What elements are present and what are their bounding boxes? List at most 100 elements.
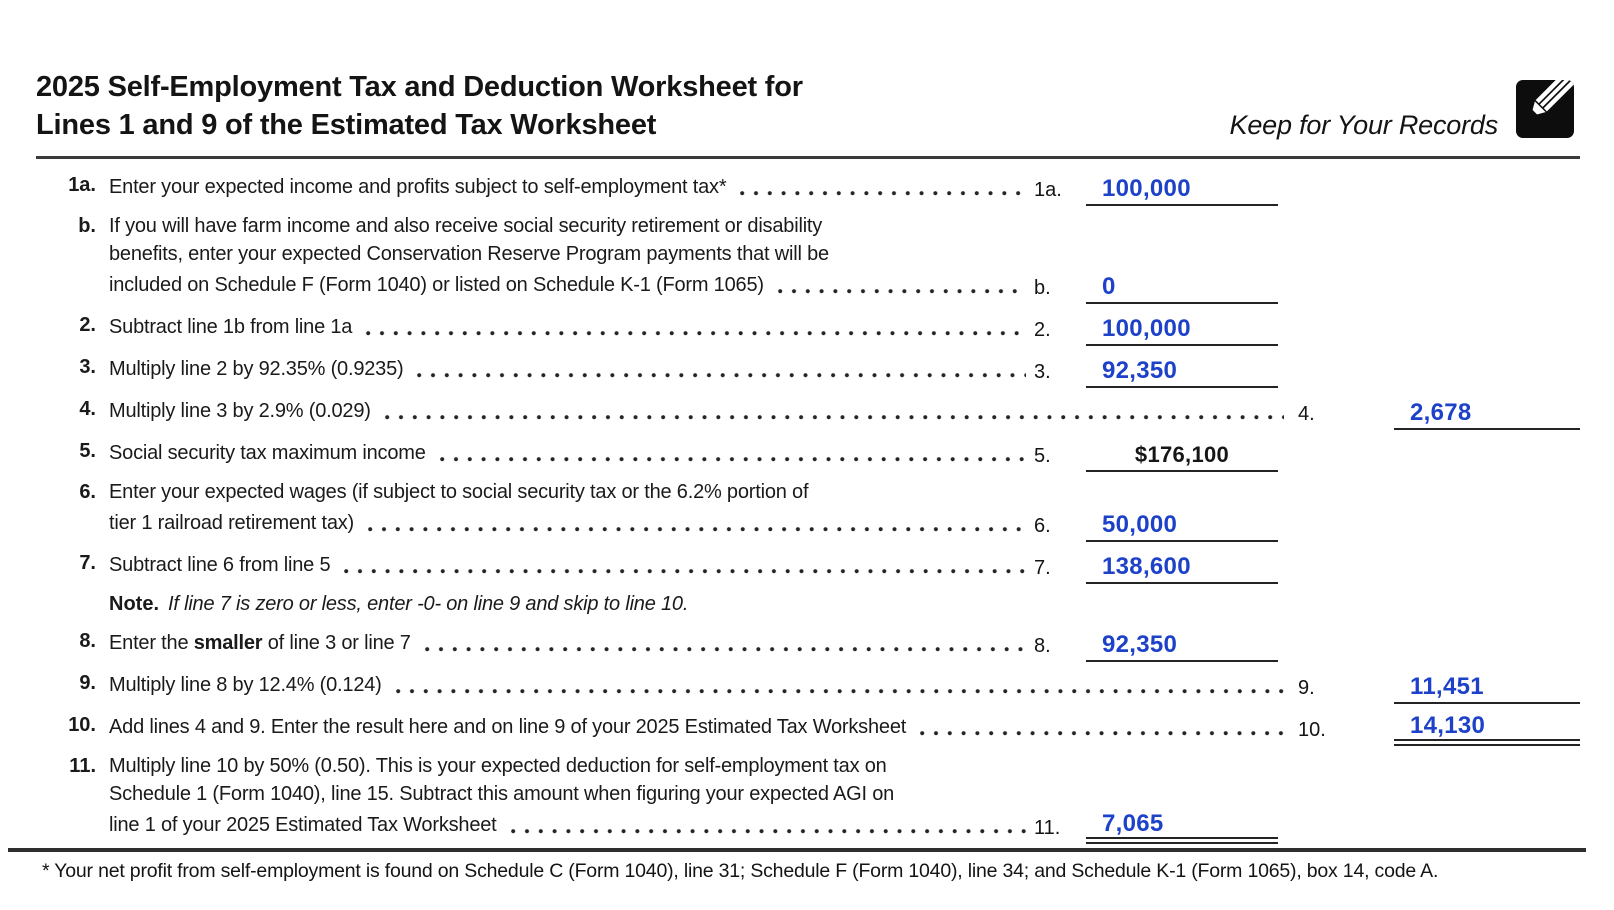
line-3-amount-field[interactable]: 92,350 bbox=[1086, 352, 1278, 388]
line-1a-amount-field[interactable]: 100,000 bbox=[1086, 170, 1278, 206]
entry-label-3: 3. bbox=[1034, 361, 1051, 383]
line-number-9: 9. bbox=[79, 672, 96, 694]
line-6-description-line2: tier 1 railroad retirement tax) bbox=[109, 512, 355, 534]
line-11-amount-field[interactable]: 7,065 bbox=[1086, 808, 1278, 844]
line-11-description-line3: line 1 of your 2025 Estimated Tax Worksh… bbox=[109, 814, 497, 836]
dot-leader bbox=[424, 647, 1026, 652]
line-11-amount: 7,065 bbox=[1102, 810, 1164, 837]
line-number-1a: 1a. bbox=[68, 174, 96, 196]
line-5-description: Social security tax maximum income bbox=[109, 442, 426, 464]
line-10-amount: 14,130 bbox=[1410, 712, 1486, 739]
line-7-amount-field[interactable]: 138,600 bbox=[1086, 548, 1278, 584]
row-9: 9. Multiply line 8 by 12.4% (0.124) 9. 1… bbox=[36, 668, 1580, 704]
line-3-description: Multiply line 2 by 92.35% (0.9235) bbox=[109, 358, 404, 380]
note-label: Note. bbox=[109, 593, 159, 615]
line-8-amount: 92,350 bbox=[1102, 631, 1178, 658]
note-row: Note. If line 7 is zero or less, enter -… bbox=[36, 590, 1580, 618]
line-number-10: 10. bbox=[68, 714, 96, 736]
line-3-amount: 92,350 bbox=[1102, 357, 1178, 384]
line-1a-description: Enter your expected income and profits s… bbox=[109, 176, 727, 198]
line-number-7: 7. bbox=[79, 552, 96, 574]
entry-label-1b: b. bbox=[1034, 277, 1051, 299]
line-4-description: Multiply line 3 by 2.9% (0.029) bbox=[109, 400, 371, 422]
line-8-amount-field[interactable]: 92,350 bbox=[1086, 626, 1278, 662]
line-number-6: 6. bbox=[79, 481, 96, 503]
worksheet-body: 1a. Enter your expected income and profi… bbox=[36, 170, 1580, 850]
footer-divider bbox=[8, 848, 1586, 852]
row-2: 2. Subtract line 1b from line 1a 2. 100,… bbox=[36, 310, 1580, 346]
line-2-amount-field[interactable]: 100,000 bbox=[1086, 310, 1278, 346]
entry-label-5: 5. bbox=[1034, 445, 1051, 467]
line-6-amount-field[interactable]: 50,000 bbox=[1086, 506, 1278, 542]
row-1a: 1a. Enter your expected income and profi… bbox=[36, 170, 1580, 206]
entry-label-11: 11. bbox=[1034, 817, 1061, 839]
dot-leader bbox=[368, 527, 1026, 532]
line-7-amount: 138,600 bbox=[1102, 553, 1191, 580]
page-title: 2025 Self-Employment Tax and Deduction W… bbox=[36, 68, 803, 144]
line-1b-amount: 0 bbox=[1102, 273, 1116, 300]
line-2-description: Subtract line 1b from line 1a bbox=[109, 316, 353, 338]
line-8-description: Enter the smaller of line 3 or line 7 bbox=[109, 632, 411, 654]
line-9-amount-field[interactable]: 11,451 bbox=[1394, 668, 1580, 704]
entry-label-4: 4. bbox=[1298, 403, 1315, 425]
line-number-11: 11. bbox=[69, 755, 96, 777]
entry-label-10: 10. bbox=[1298, 719, 1326, 741]
page-title-line1: 2025 Self-Employment Tax and Deduction W… bbox=[36, 71, 803, 103]
entry-label-8: 8. bbox=[1034, 635, 1051, 657]
row-1b: b. If you will have farm income and also… bbox=[36, 212, 1580, 304]
line-5-amount: $176,100 bbox=[1134, 442, 1230, 467]
line-number-5: 5. bbox=[79, 440, 96, 462]
line-1b-description-line2: benefits, enter your expected Conservati… bbox=[109, 243, 829, 265]
line-1b-description-line1: If you will have farm income and also re… bbox=[109, 215, 823, 237]
line-2-amount: 100,000 bbox=[1102, 315, 1191, 342]
entry-label-2: 2. bbox=[1034, 319, 1051, 341]
footnote: * Your net profit from self-employment i… bbox=[42, 860, 1439, 882]
dot-leader bbox=[777, 289, 1026, 294]
dot-leader bbox=[417, 373, 1026, 378]
row-8: 8. Enter the smaller of line 3 or line 7… bbox=[36, 626, 1580, 662]
row-5: 5. Social security tax maximum income 5.… bbox=[36, 436, 1580, 472]
line-number-3: 3. bbox=[79, 356, 96, 378]
line-1b-amount-field[interactable]: 0 bbox=[1086, 268, 1278, 304]
row-7: 7. Subtract line 6 from line 5 7. 138,60… bbox=[36, 548, 1580, 584]
header-divider bbox=[36, 156, 1580, 159]
line-1a-amount: 100,000 bbox=[1102, 175, 1191, 202]
line-9-amount: 11,451 bbox=[1410, 673, 1484, 700]
line-number-2: 2. bbox=[79, 314, 96, 336]
note-indent bbox=[36, 611, 109, 618]
line-6-amount: 50,000 bbox=[1102, 511, 1178, 538]
line-11-description-line1: Multiply line 10 by 50% (0.50). This is … bbox=[109, 755, 887, 777]
note-text: If line 7 is zero or less, enter -0- on … bbox=[168, 593, 689, 615]
row-11: 11. Multiply line 10 by 50% (0.50). This… bbox=[36, 752, 1580, 844]
dot-leader bbox=[510, 829, 1026, 834]
entry-label-7: 7. bbox=[1034, 557, 1051, 579]
line-1b-description-line3: included on Schedule F (Form 1040) or li… bbox=[109, 274, 764, 296]
pencil-icon bbox=[1516, 80, 1574, 138]
entry-label-9: 9. bbox=[1298, 677, 1315, 699]
row-6: 6. Enter your expected wages (if subject… bbox=[36, 478, 1580, 542]
dot-leader bbox=[366, 331, 1026, 336]
line-4-amount: 2,678 bbox=[1410, 399, 1472, 426]
line-10-amount-field[interactable]: 14,130 bbox=[1394, 710, 1580, 746]
line-10-description: Add lines 4 and 9. Enter the result here… bbox=[109, 716, 907, 738]
dot-leader bbox=[384, 415, 1284, 420]
line-number-8: 8. bbox=[79, 630, 96, 652]
line-11-description-line2: Schedule 1 (Form 1040), line 15. Subtrac… bbox=[109, 783, 895, 805]
dot-leader bbox=[395, 689, 1284, 694]
line-number-4: 4. bbox=[79, 398, 96, 420]
dot-leader bbox=[439, 457, 1026, 462]
line-5-amount-field: $176,100 bbox=[1086, 436, 1278, 472]
entry-label-1a: 1a. bbox=[1034, 179, 1062, 201]
line-7-description: Subtract line 6 from line 5 bbox=[109, 554, 331, 576]
row-10: 10. Add lines 4 and 9. Enter the result … bbox=[36, 710, 1580, 746]
line-number-1b: b. bbox=[78, 215, 96, 237]
page-title-line2: Lines 1 and 9 of the Estimated Tax Works… bbox=[36, 109, 657, 141]
line-9-description: Multiply line 8 by 12.4% (0.124) bbox=[109, 674, 382, 696]
entry-label-6: 6. bbox=[1034, 515, 1051, 537]
dot-leader bbox=[344, 569, 1026, 574]
line-4-amount-field[interactable]: 2,678 bbox=[1394, 394, 1580, 430]
dot-leader bbox=[740, 191, 1026, 196]
row-4: 4. Multiply line 3 by 2.9% (0.029) 4. 2,… bbox=[36, 394, 1580, 430]
dot-leader bbox=[920, 731, 1284, 736]
